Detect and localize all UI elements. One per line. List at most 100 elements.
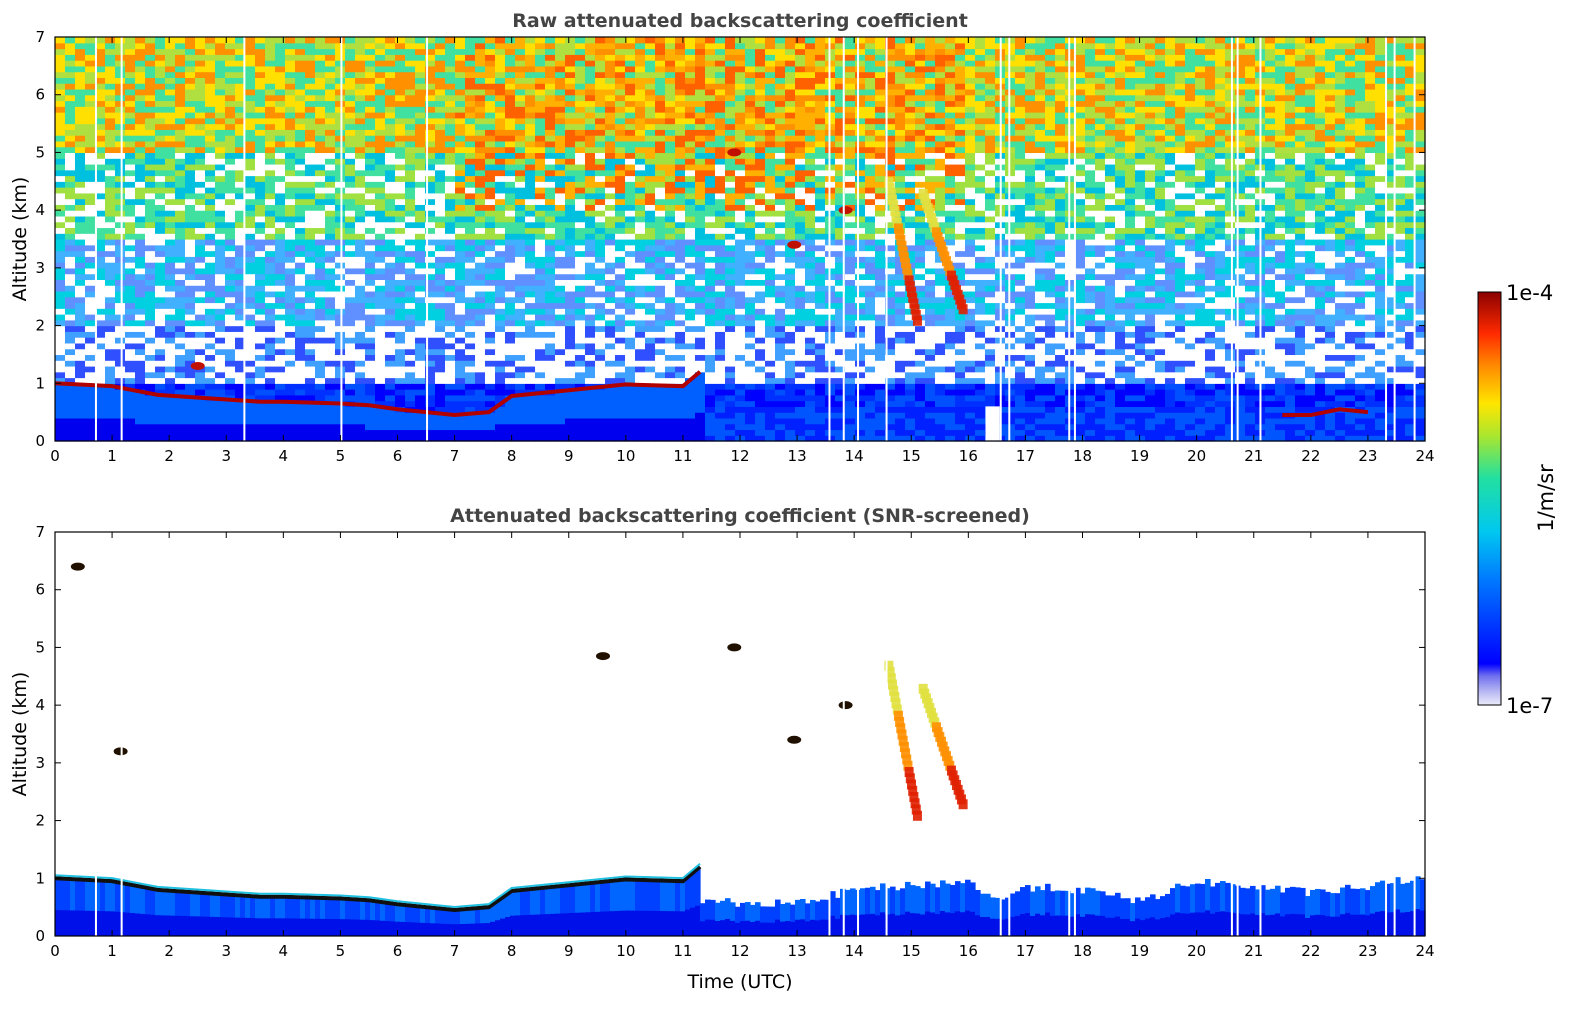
- x-tick-label: 2: [164, 447, 174, 465]
- y-tick-label: 7: [35, 28, 45, 46]
- y-tick-label: 6: [35, 86, 45, 104]
- y-tick-label: 3: [35, 259, 45, 277]
- x-tick-label: 12: [730, 447, 749, 465]
- x-tick-label: 19: [1130, 942, 1149, 960]
- isolated-cloud-feature: [838, 701, 853, 710]
- missing-data-column: [1413, 37, 1416, 441]
- missing-data-column: [1385, 532, 1388, 936]
- x-tick-label: 6: [393, 942, 403, 960]
- x-tick-label: 22: [1301, 447, 1320, 465]
- missing-data-column: [1068, 532, 1071, 936]
- colorbar: 1e-4 1e-7 1/m/sr: [1477, 281, 1558, 718]
- x-tick-label: 9: [564, 942, 574, 960]
- panel-raw-y-axis: 0 1 2 3 4 5 6 7: [35, 28, 1425, 450]
- missing-data-gap: [985, 406, 1000, 441]
- panel-raw-plot-area: [54, 37, 1426, 442]
- missing-data-column: [426, 37, 429, 441]
- colorbar-units-label: 1/m/sr: [1534, 464, 1558, 532]
- panel-raw-backscatter-field: [55, 37, 1426, 442]
- x-tick-label: 18: [1073, 447, 1092, 465]
- cirrus-streak: [918, 188, 968, 315]
- colorbar-gradient: [1477, 291, 1502, 706]
- missing-data-column: [857, 37, 860, 441]
- isolated-cloud-feature: [787, 240, 802, 249]
- missing-data-column: [999, 37, 1002, 441]
- panel-screened-frame: [54, 531, 1426, 937]
- x-tick-label: 17: [1016, 447, 1035, 465]
- x-tick-label: 17: [1016, 942, 1035, 960]
- panel-raw-x-axis: 0 1 2 3 4 5 6 7 8 9 10 11 12 13 14 15 16 17 18 19 20 21 22 23 24: [50, 37, 1435, 465]
- missing-data-column: [1393, 532, 1396, 936]
- y-tick-label: 0: [35, 432, 45, 450]
- x-tick-label: 7: [450, 942, 460, 960]
- panel-screened-y-axis: 0 1 2 3 4 5 6 7: [35, 523, 1425, 945]
- x-tick-label: 14: [845, 447, 864, 465]
- isolated-cloud-feature: [838, 206, 853, 215]
- x-tick-label: 3: [221, 447, 231, 465]
- x-tick-label: 6: [393, 447, 403, 465]
- panel-screened-y-label: Altitude (km): [9, 672, 31, 797]
- missing-data-column: [1008, 37, 1011, 441]
- y-tick-label: 3: [35, 754, 45, 772]
- missing-data-column: [1008, 532, 1011, 936]
- missing-data-column: [1393, 37, 1396, 441]
- x-tick-label: 21: [1244, 447, 1263, 465]
- colorbar-min-label: 1e-7: [1506, 694, 1553, 718]
- y-tick-label: 1: [35, 869, 45, 887]
- missing-data-column: [243, 37, 246, 441]
- missing-data-column: [1259, 532, 1262, 936]
- missing-data-column: [999, 532, 1002, 936]
- missing-data-column: [1236, 532, 1239, 936]
- x-tick-label: 7: [450, 447, 460, 465]
- missing-data-column: [94, 532, 97, 936]
- y-tick-label: 5: [35, 143, 45, 161]
- missing-data-column: [340, 37, 343, 441]
- x-tick-label: 4: [279, 942, 289, 960]
- missing-data-column: [1230, 532, 1233, 936]
- y-tick-label: 2: [35, 812, 45, 830]
- panel-screened-x-axis: 0 1 2 3 4 5 6 7 8 9 10 11 12 13 14 15 16 17 18 19 20 21 22 23 24: [50, 532, 1435, 960]
- x-tick-label: 3: [221, 942, 231, 960]
- x-tick-label: 19: [1130, 447, 1149, 465]
- panel-screened-backscatter-field: [55, 868, 1426, 936]
- missing-data-column: [885, 37, 888, 441]
- missing-data-column: [857, 532, 860, 936]
- x-tick-label: 14: [845, 942, 864, 960]
- y-tick-label: 2: [35, 317, 45, 335]
- x-tick-label: 2: [164, 942, 174, 960]
- x-tick-label: 1: [107, 447, 117, 465]
- missing-data-column: [1236, 37, 1239, 441]
- x-tick-label: 11: [673, 942, 692, 960]
- x-tick-label: 23: [1358, 447, 1377, 465]
- x-tick-label: 22: [1301, 942, 1320, 960]
- x-tick-label: 0: [50, 942, 60, 960]
- x-tick-label: 11: [673, 447, 692, 465]
- panel-raw-title: Raw attenuated backscattering coefficien…: [512, 10, 968, 32]
- x-tick-label: 16: [959, 942, 978, 960]
- missing-data-column: [842, 532, 845, 936]
- missing-data-column: [828, 532, 831, 936]
- x-tick-label: 23: [1358, 942, 1377, 960]
- isolated-cloud-feature: [70, 562, 85, 571]
- isolated-cloud-feature: [190, 361, 205, 370]
- missing-data-column: [1413, 532, 1416, 936]
- x-tick-label: 24: [1415, 942, 1434, 960]
- missing-data-column: [1073, 37, 1076, 441]
- isolated-cloud-feature: [727, 148, 742, 157]
- missing-data-column: [1068, 37, 1071, 441]
- y-tick-label: 5: [35, 638, 45, 656]
- colorbar-max-label: 1e-4: [1506, 281, 1553, 305]
- missing-data-column: [1073, 532, 1076, 936]
- y-tick-label: 0: [35, 927, 45, 945]
- cirrus-streak: [884, 177, 922, 326]
- x-tick-label: 20: [1187, 942, 1206, 960]
- missing-data-column: [1385, 37, 1388, 441]
- panel-raw-y-label: Altitude (km): [9, 177, 31, 302]
- x-tick-label: 10: [616, 447, 635, 465]
- cirrus-streak: [884, 660, 922, 821]
- missing-data-column: [842, 37, 845, 441]
- x-tick-label: 9: [564, 447, 574, 465]
- x-tick-label: 5: [336, 942, 346, 960]
- x-tick-label: 16: [959, 447, 978, 465]
